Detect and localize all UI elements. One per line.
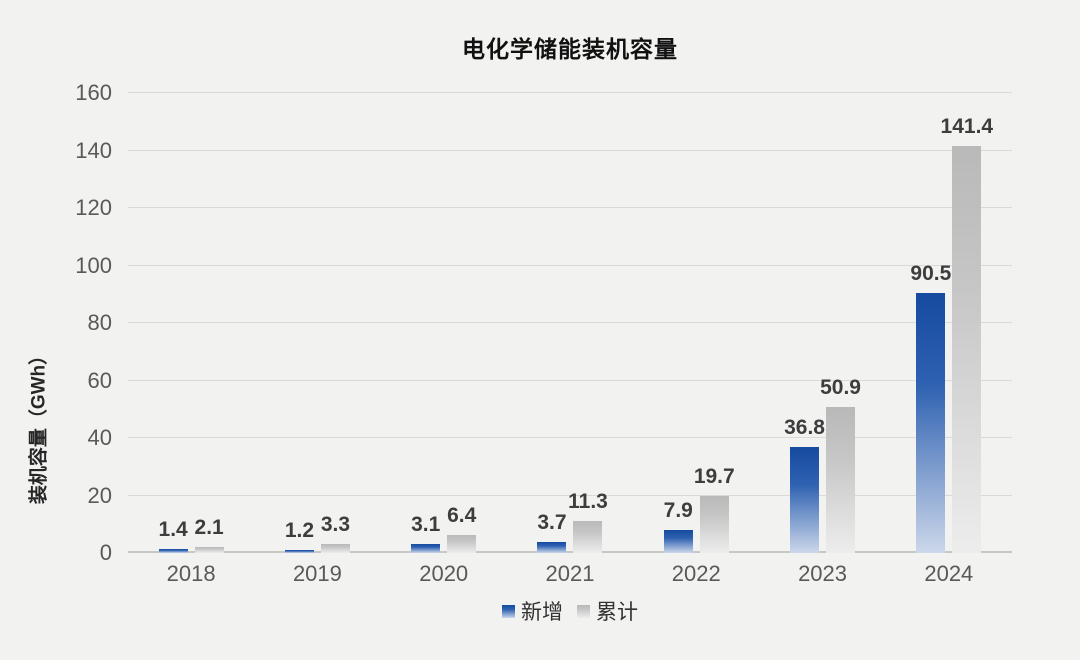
legend-swatch-cumulative-icon (577, 604, 590, 618)
bar-new-2018: 1.4 (159, 518, 188, 553)
bar-cumulative-2021: 11.3 (568, 490, 608, 553)
legend-label-cumulative: 累计 (596, 601, 638, 624)
bar-label-new-2023: 36.8 (784, 416, 825, 440)
bar-group-2021: 3.7 11.3 (507, 93, 633, 553)
bar-label-cumulative-2021: 11.3 (568, 489, 608, 513)
bar-label-new-2022: 7.9 (663, 499, 693, 523)
bar-group-2020: 3.1 6.4 (381, 93, 507, 553)
y-tick-160: 160 (75, 80, 112, 105)
bar-groups: 1.4 2.1 1.2 3.3 3.1 6.4 3.7 11.3 7.9 19.7 36.8 50.9… (128, 93, 1012, 553)
bar-new-2021: 3.7 (537, 511, 567, 553)
bar-cumulative-2018: 2.1 (195, 516, 224, 553)
y-tick-0: 0 (99, 540, 112, 565)
y-tick-20: 20 (87, 482, 112, 508)
bar-new-2024: 90.5 (910, 262, 951, 553)
bar-cumulative-2022: 19.7 (694, 465, 735, 553)
bar-label-cumulative-2022: 19.7 (693, 465, 735, 489)
bar-cumulative-2024: 141.4 (941, 115, 993, 553)
x-label-2019: 2019 (292, 561, 342, 586)
x-label-2024: 2024 (924, 561, 974, 586)
x-label-2021: 2021 (545, 561, 595, 586)
legend-label-new: 新增 (521, 601, 563, 624)
bar-label-cumulative-2020: 6.4 (447, 503, 477, 527)
gridline-40 (128, 437, 1012, 438)
gridline-140 (128, 149, 1012, 151)
bar-group-2019: 1.2 3.3 (254, 93, 380, 553)
gridline-160 (128, 92, 1012, 93)
bar-label-new-2024: 90.5 (910, 261, 952, 285)
bar-new-2023: 36.8 (784, 416, 825, 553)
bar-label-cumulative-2018: 2.1 (194, 515, 224, 539)
gridline-100 (128, 264, 1012, 266)
y-tick-140: 140 (75, 137, 112, 163)
bar-group-2018: 1.4 2.1 (128, 93, 254, 553)
bar-cumulative-2019: 3.3 (321, 513, 350, 553)
bar-label-cumulative-2023: 50.9 (820, 375, 861, 399)
gridline-120 (128, 207, 1012, 208)
bar-group-2024: 90.5 141.4 (886, 93, 1012, 553)
y-tick-100: 100 (75, 252, 112, 278)
x-axis-line (128, 551, 1012, 553)
bar-label-new-2020: 3.1 (411, 513, 441, 537)
plot-area: 1.4 2.1 1.2 3.3 3.1 6.4 3.7 11.3 7.9 19.7 36.8 50.9… (128, 92, 1012, 553)
bar-label-new-2019: 1.2 (284, 518, 315, 542)
y-axis-tick-labels: 0 20 40 60 80 100 120 140 160 (0, 80, 112, 565)
bar-new-2022: 7.9 (664, 499, 693, 553)
bar-label-new-2018: 1.4 (158, 517, 188, 541)
y-tick-120: 120 (75, 195, 112, 220)
legend-item-cumulative: 累计 (577, 596, 638, 626)
bar-label-cumulative-2024: 141.4 (940, 115, 994, 139)
legend: 新增 累计 (128, 596, 1012, 626)
x-label-2023: 2023 (798, 561, 848, 586)
legend-item-new: 新增 (502, 596, 563, 626)
bar-new-2020: 3.1 (411, 513, 440, 553)
y-tick-60: 60 (87, 367, 112, 393)
x-label-2022: 2022 (671, 561, 721, 586)
y-tick-80: 80 (87, 310, 112, 335)
bar-label-new-2021: 3.7 (537, 511, 567, 535)
gridline-60 (128, 379, 1012, 381)
bar-label-cumulative-2019: 3.3 (320, 512, 351, 536)
gridline-20 (128, 494, 1012, 496)
legend-swatch-new-icon (502, 604, 515, 618)
bar-cumulative-2020: 6.4 (447, 504, 476, 553)
x-axis-labels: 2018 2019 2020 2021 2022 2023 2024 (128, 561, 1012, 587)
bar-group-2023: 36.8 50.9 (759, 93, 885, 553)
bar-group-2022: 7.9 19.7 (633, 93, 759, 553)
bar-new-2019: 1.2 (285, 519, 314, 553)
chart-title: 电化学储能装机容量 (462, 36, 678, 62)
y-tick-40: 40 (87, 425, 112, 450)
bar-cumulative-2023: 50.9 (820, 376, 861, 553)
gridline-80 (128, 322, 1012, 323)
x-label-2020: 2020 (419, 561, 469, 586)
x-label-2018: 2018 (166, 561, 216, 586)
